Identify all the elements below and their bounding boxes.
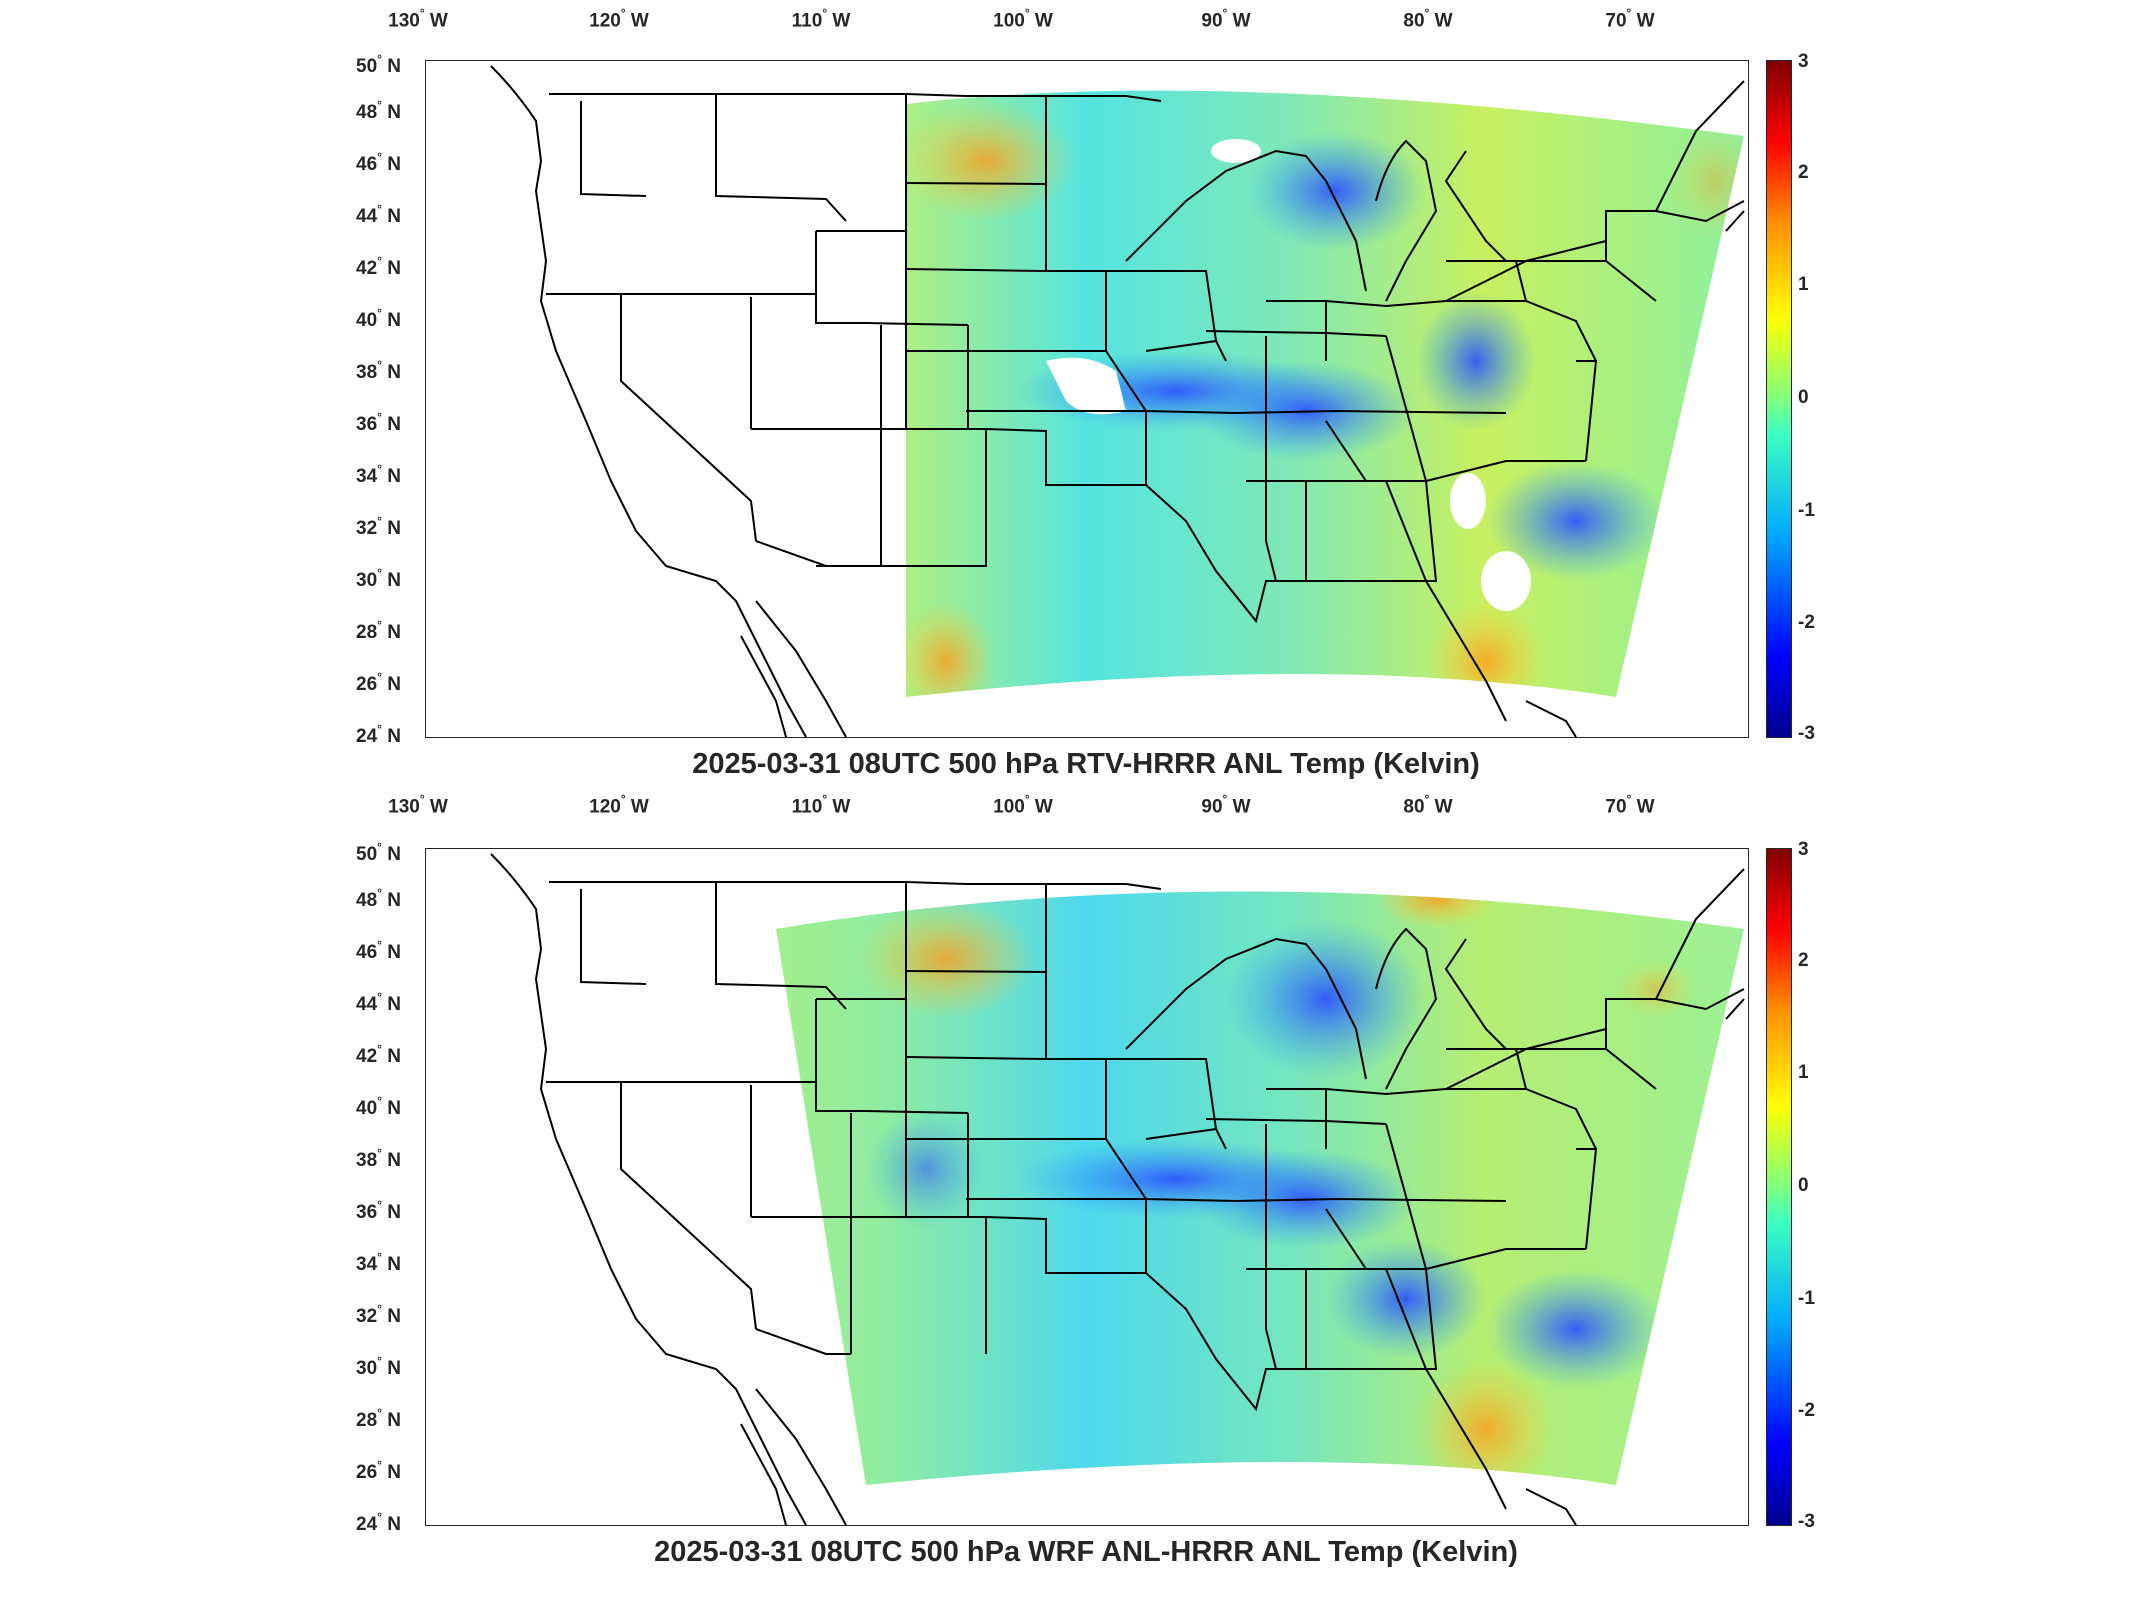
latitude-tick-label: 38° N — [356, 1145, 401, 1172]
colorbar-bottom — [1766, 848, 1792, 1526]
latitude-tick-label: 40° N — [356, 305, 401, 332]
colorbar-tick-label: -3 — [1798, 1511, 1815, 1532]
colorbar-tick-label: -2 — [1798, 1400, 1815, 1422]
colorbar-tick-label: 3 — [1798, 839, 1809, 860]
latitude-tick-label: 40° N — [356, 1093, 401, 1120]
longitude-tick-label: 120° W — [589, 792, 649, 818]
longitude-tick-label: 80° W — [1403, 6, 1453, 32]
latitude-tick-label: 36° N — [356, 409, 401, 436]
latitude-tick-label: 28° N — [356, 617, 401, 644]
longitude-tick-label: 70° W — [1605, 792, 1655, 818]
latitude-tick-label: 32° N — [356, 1301, 401, 1328]
latitude-tick-label: 24° N — [356, 1509, 401, 1536]
panel-title-bottom: 2025-03-31 08UTC 500 hPa WRF ANL-HRRR AN… — [654, 1536, 1518, 1568]
map-panel-top: 130° W 120° W 110° W 100° W 90° W 80° W 70° W … — [0, 0, 2133, 790]
latitude-tick-label: 28° N — [356, 1405, 401, 1432]
colorbar-tick-label: 2 — [1798, 161, 1809, 183]
map-panel-bottom: 130° W 120° W 110° W 100° W 90° W 80° W 70° W … — [0, 790, 2133, 1600]
longitude-tick-label: 70° W — [1605, 6, 1655, 32]
panel-title-top: 2025-03-31 08UTC 500 hPa RTV-HRRR ANL Te… — [692, 748, 1480, 780]
latitude-tick-label: 26° N — [356, 1457, 401, 1484]
colorbar-tick-label: -3 — [1798, 723, 1815, 744]
colorbar-top — [1766, 60, 1792, 738]
latitude-tick-label: 46° N — [356, 937, 401, 964]
longitude-tick-label: 130° W — [388, 792, 448, 818]
map-frame-bottom — [425, 848, 1749, 1526]
colorbar-tick-label: 0 — [1798, 1175, 1809, 1196]
latitude-tick-label: 44° N — [356, 201, 401, 228]
longitude-tick-label: 130° W — [388, 6, 448, 32]
latitude-tick-label: 26° N — [356, 669, 401, 696]
latitude-tick-label: 38° N — [356, 357, 401, 384]
latitude-tick-label: 46° N — [356, 149, 401, 176]
longitude-tick-label: 90° W — [1201, 792, 1251, 818]
latitude-tick-label: 36° N — [356, 1197, 401, 1224]
temperature-field-bottom — [490, 853, 1745, 1525]
latitude-tick-label: 42° N — [356, 253, 401, 280]
latitude-tick-label: 48° N — [356, 885, 401, 912]
colorbar-tick-label: 2 — [1798, 949, 1809, 971]
latitude-tick-label: 34° N — [356, 1249, 401, 1276]
temperature-field-top — [490, 65, 1745, 737]
longitude-tick-label: 100° W — [993, 6, 1053, 32]
colorbar-tick-label: -1 — [1798, 1287, 1815, 1309]
latitude-tick-label: 32° N — [356, 513, 401, 540]
colorbar-tick-label: -2 — [1798, 612, 1815, 634]
latitude-tick-label: 50° N — [356, 839, 401, 866]
longitude-tick-label: 120° W — [589, 6, 649, 32]
latitude-tick-label: 50° N — [356, 51, 401, 78]
colorbar-tick-label: -1 — [1798, 499, 1815, 521]
latitude-tick-label: 24° N — [356, 721, 401, 748]
latitude-tick-label: 42° N — [356, 1041, 401, 1068]
colorbar-tick-label: 1 — [1798, 1062, 1809, 1084]
longitude-tick-label: 110° W — [791, 792, 851, 818]
latitude-tick-label: 48° N — [356, 97, 401, 124]
latitude-tick-label: 30° N — [356, 565, 401, 592]
latitude-tick-label: 34° N — [356, 461, 401, 488]
longitude-tick-label: 90° W — [1201, 6, 1251, 32]
colorbar-tick-label: 0 — [1798, 387, 1809, 408]
longitude-tick-label: 110° W — [791, 6, 851, 32]
longitude-tick-label: 80° W — [1403, 792, 1453, 818]
longitude-tick-label: 100° W — [993, 792, 1053, 818]
colorbar-tick-label: 3 — [1798, 51, 1809, 72]
latitude-tick-label: 30° N — [356, 1353, 401, 1380]
colorbar-tick-label: 1 — [1798, 274, 1809, 296]
state-boundaries-top — [490, 65, 1745, 737]
map-frame-top — [425, 60, 1749, 738]
latitude-tick-label: 44° N — [356, 989, 401, 1016]
state-boundaries-bottom — [490, 853, 1745, 1525]
